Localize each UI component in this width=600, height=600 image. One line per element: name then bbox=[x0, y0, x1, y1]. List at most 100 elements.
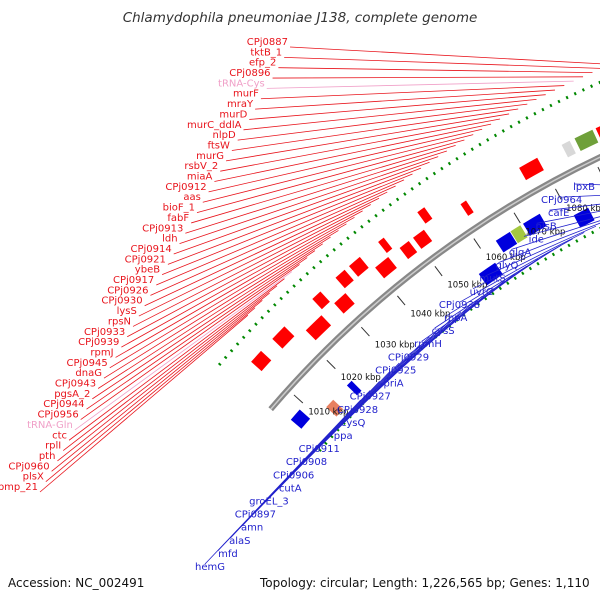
forward-leader-line bbox=[179, 156, 439, 245]
forward-gene-label: CPj0912 bbox=[165, 182, 206, 193]
forward-leader-line bbox=[97, 243, 323, 389]
reverse-gene-block bbox=[510, 225, 528, 244]
forward-gene-block bbox=[305, 315, 332, 341]
forward-leader-line bbox=[74, 271, 293, 431]
forward-gene-label: tRNA-Cys bbox=[218, 78, 265, 89]
reverse-gene-label: cysQ bbox=[341, 418, 366, 429]
reverse-gene-label: ide bbox=[529, 234, 544, 245]
forward-gene-block bbox=[399, 241, 418, 260]
forward-gene-label: rpsN bbox=[108, 316, 131, 327]
forward-leader-line bbox=[255, 89, 556, 110]
forward-gene-label: CPj0960 bbox=[8, 461, 49, 472]
forward-gene-label: ldh bbox=[162, 234, 177, 245]
tick-label: 1060 kbp bbox=[486, 253, 526, 263]
forward-gene-label: ftsW bbox=[207, 140, 229, 151]
reverse-gene-label: plsB bbox=[536, 221, 557, 232]
forward-gene-block bbox=[312, 291, 330, 310]
tick-mark bbox=[473, 238, 481, 249]
forward-gene-label: murG bbox=[196, 151, 224, 162]
forward-gene-block bbox=[417, 207, 433, 224]
reverse-gene-label: CPj0928 bbox=[337, 405, 378, 416]
forward-gene-label: rsbV_2 bbox=[184, 161, 218, 172]
reverse-gene-label: groEL_3 bbox=[249, 496, 289, 507]
forward-leader-line bbox=[63, 285, 278, 451]
reverse-leader-line bbox=[574, 183, 600, 186]
reverse-gene-block bbox=[326, 399, 344, 417]
forward-leader-line bbox=[208, 128, 483, 193]
forward-gene-label: murC_ddlA bbox=[187, 120, 242, 131]
forward-gene-label: CPj0939 bbox=[78, 337, 119, 348]
forward-gene-label: CPj0887 bbox=[247, 37, 288, 48]
reverse-gene-label: uvrC bbox=[470, 287, 493, 298]
forward-gene-label: CPj0945 bbox=[67, 358, 108, 369]
forward-gene-label: miaA bbox=[187, 172, 213, 183]
forward-leader-line bbox=[92, 250, 316, 400]
forward-leader-line bbox=[68, 278, 285, 441]
forward-gene-block bbox=[561, 140, 576, 158]
footer-background bbox=[0, 570, 600, 600]
topology-summary: Topology: circular; Length: 1,226,565 bp… bbox=[259, 576, 590, 590]
forward-gene-label: CPj0913 bbox=[142, 223, 183, 234]
reverse-gene-label: CPj0938 bbox=[439, 300, 480, 311]
forward-leader-line bbox=[185, 150, 447, 234]
backbone-arc bbox=[268, 153, 600, 412]
forward-gene-block bbox=[574, 129, 599, 151]
forward-gene-block bbox=[349, 256, 369, 277]
forward-gene-block bbox=[334, 293, 355, 314]
tick-label: 1040 kbp bbox=[410, 310, 450, 320]
tick-label: 1070 kbp bbox=[525, 228, 565, 238]
forward-gene-label: bioF_1 bbox=[163, 203, 195, 214]
forward-leader-line bbox=[243, 98, 537, 131]
forward-leader-line bbox=[51, 300, 263, 472]
forward-leader-line bbox=[103, 236, 331, 379]
forward-gene-label: CPj0896 bbox=[229, 68, 270, 79]
forward-leader-line bbox=[144, 191, 388, 307]
forward-gene-label: CPj0944 bbox=[43, 399, 84, 410]
forward-gene-block bbox=[595, 126, 600, 138]
forward-leader-line bbox=[121, 216, 355, 348]
reverse-leader-line bbox=[204, 399, 361, 565]
forward-leader-line bbox=[115, 223, 347, 358]
forward-gene-label: CPj0930 bbox=[101, 296, 142, 307]
forward-leader-line bbox=[132, 204, 371, 327]
forward-gene-label: CPj0943 bbox=[55, 379, 96, 390]
forward-gene-block bbox=[413, 229, 433, 249]
forward-gene-label: tktB_1 bbox=[250, 47, 282, 58]
forward-leader-line bbox=[260, 85, 565, 100]
forward-gene-label: murD bbox=[219, 109, 247, 120]
forward-leader-line bbox=[167, 167, 422, 265]
tick-label: 1010 kbp bbox=[308, 407, 348, 417]
forward-leader-line bbox=[220, 118, 501, 172]
reverse-gene-label: glgA bbox=[509, 248, 531, 259]
forward-leader-line bbox=[266, 80, 574, 89]
forward-leader-line bbox=[138, 197, 380, 317]
forward-gene-label: rplI bbox=[45, 441, 61, 452]
forward-gene-label: mraY bbox=[227, 99, 254, 110]
forward-gene-label: aas bbox=[183, 192, 200, 203]
forward-gene-block bbox=[272, 326, 295, 349]
forward-leader-line bbox=[191, 145, 456, 224]
map-title: Chlamydophila pneumoniae J138, complete … bbox=[123, 10, 478, 26]
reverse-leader-line bbox=[485, 225, 597, 277]
reverse-leader-line bbox=[472, 232, 585, 290]
forward-leader-line bbox=[39, 314, 249, 493]
forward-leader-line bbox=[202, 134, 474, 203]
reverse-gene-label: lpxB bbox=[573, 182, 595, 193]
forward-gene-label: CPj0956 bbox=[37, 410, 78, 421]
reverse-gene-label: CPj0897 bbox=[235, 510, 276, 521]
reverse-gene-label: cutA bbox=[279, 483, 302, 494]
reverse-leader-line bbox=[511, 220, 600, 250]
forward-leader-line bbox=[249, 94, 546, 120]
forward-gene-label: CPj0917 bbox=[113, 275, 154, 286]
tick-mark bbox=[513, 212, 521, 224]
forward-leader-line bbox=[196, 139, 465, 213]
tick-mark bbox=[434, 265, 443, 277]
tick-mark bbox=[360, 326, 370, 337]
scale-ticks: 1010 kbp 1020 kbp 1030 kbp 1040 kbp 1050 kbp… bbox=[293, 166, 600, 417]
forward-leader-line bbox=[127, 210, 363, 338]
forward-gene-label: ctc bbox=[52, 430, 67, 441]
forward-leader-line bbox=[109, 230, 339, 369]
tick-mark bbox=[293, 394, 304, 404]
reverse-leader-line bbox=[523, 216, 600, 237]
reverse-gene-label: CPj0908 bbox=[286, 457, 327, 468]
